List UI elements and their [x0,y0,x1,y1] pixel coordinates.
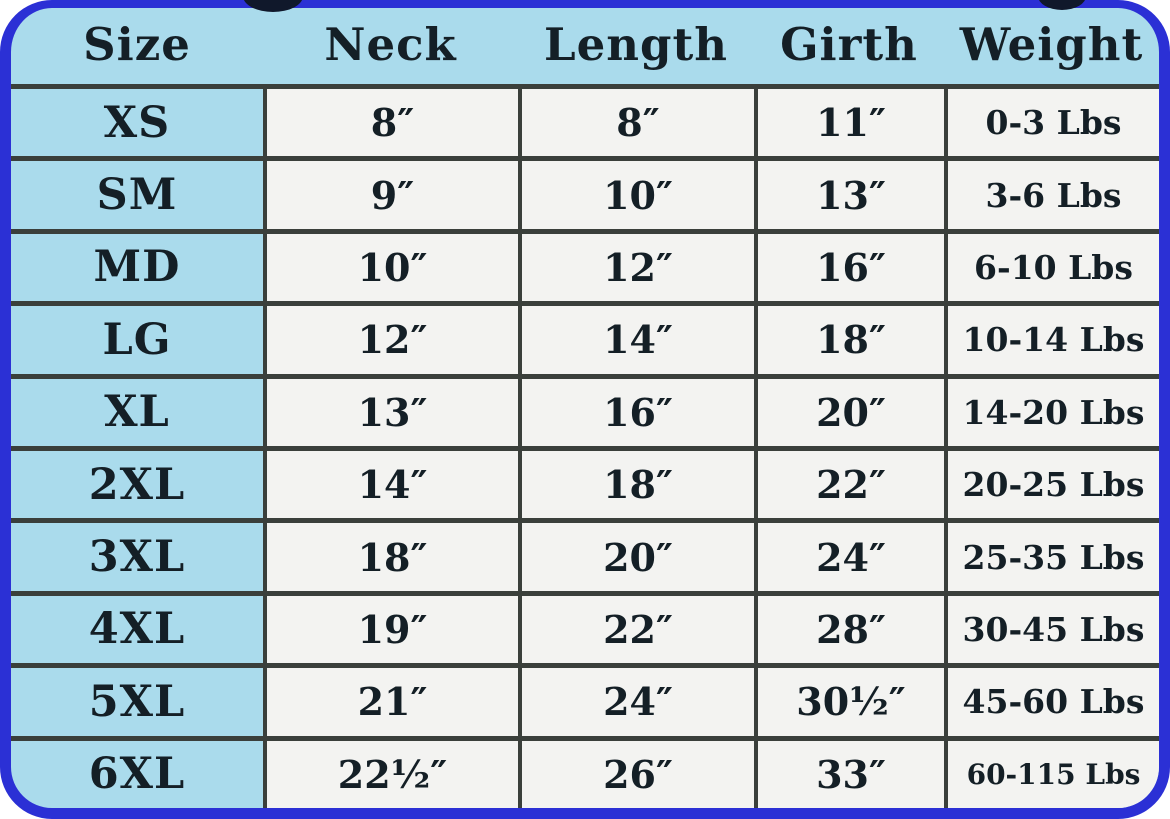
row-xl-length: 16″ [518,373,754,446]
row-3xl-length: 20″ [518,518,754,591]
row-md-length: 12″ [518,228,754,302]
row-md-neck: 10″ [263,228,518,302]
row-2xl-girth: 22″ [754,446,944,519]
row-xl-neck: 13″ [263,373,518,446]
row-xs-neck: 8″ [263,84,518,157]
row-4xl-size: 4XL [11,590,263,663]
row-6xl-length: 26″ [518,735,754,808]
row-2xl-weight: 20-25 Lbs [944,446,1159,519]
row-6xl-size: 6XL [11,735,263,808]
cropped-text-artifact-right [1038,0,1086,10]
row-xs-weight: 0-3 Lbs [944,84,1159,157]
column-header-size: Size [83,17,191,71]
row-4xl-neck: 19″ [263,590,518,664]
row-5xl-length: 24″ [518,663,754,736]
row-sm-weight: 3-6 Lbs [944,156,1159,229]
row-3xl-girth: 24″ [754,518,944,591]
row-3xl-weight: 25-35 Lbs [944,518,1159,591]
row-lg-neck: 12″ [263,301,518,374]
row-lg-weight: 10-14 Lbs [944,301,1159,374]
row-md-weight: 6-10 Lbs [944,228,1159,302]
row-2xl-size: 2XL [11,446,263,518]
row-3xl-neck: 18″ [263,518,518,591]
row-lg-length: 14″ [518,301,754,374]
row-5xl-size: 5XL [11,663,263,735]
row-6xl-neck: 22½″ [263,735,518,808]
row-xl-size: XL [11,373,263,446]
row-xs-girth: 11″ [754,84,944,157]
row-4xl-length: 22″ [518,590,754,664]
column-header-weight: Weight [959,17,1144,71]
row-md-size: MD [11,228,263,301]
row-4xl-weight: 30-45 Lbs [944,590,1159,664]
column-header-neck: Neck [324,17,457,71]
row-xl-weight: 14-20 Lbs [944,373,1159,446]
row-5xl-neck: 21″ [263,663,518,736]
row-5xl-girth: 30½″ [754,663,944,736]
row-sm-length: 10″ [518,156,754,229]
size-chart-table: Size Neck Length Girth Weight XS 8″ 8″ 1… [11,8,1159,808]
column-header-girth: Girth [780,17,918,71]
row-4xl-girth: 28″ [754,590,944,664]
column-header-length: Length [544,17,728,71]
row-6xl-weight: 60-115 Lbs [944,735,1159,808]
row-md-girth: 16″ [754,228,944,302]
row-2xl-neck: 14″ [263,446,518,519]
row-sm-neck: 9″ [263,156,518,229]
row-lg-size: LG [11,301,263,373]
row-6xl-girth: 33″ [754,735,944,808]
row-xl-girth: 20″ [754,373,944,446]
row-lg-girth: 18″ [754,301,944,374]
row-3xl-size: 3XL [11,518,263,590]
row-xs-length: 8″ [518,84,754,157]
row-5xl-weight: 45-60 Lbs [944,663,1159,736]
row-2xl-length: 18″ [518,446,754,519]
cropped-text-artifact-left [243,0,303,12]
row-sm-girth: 13″ [754,156,944,229]
row-xs-size: XS [11,84,263,156]
row-sm-size: SM [11,156,263,228]
